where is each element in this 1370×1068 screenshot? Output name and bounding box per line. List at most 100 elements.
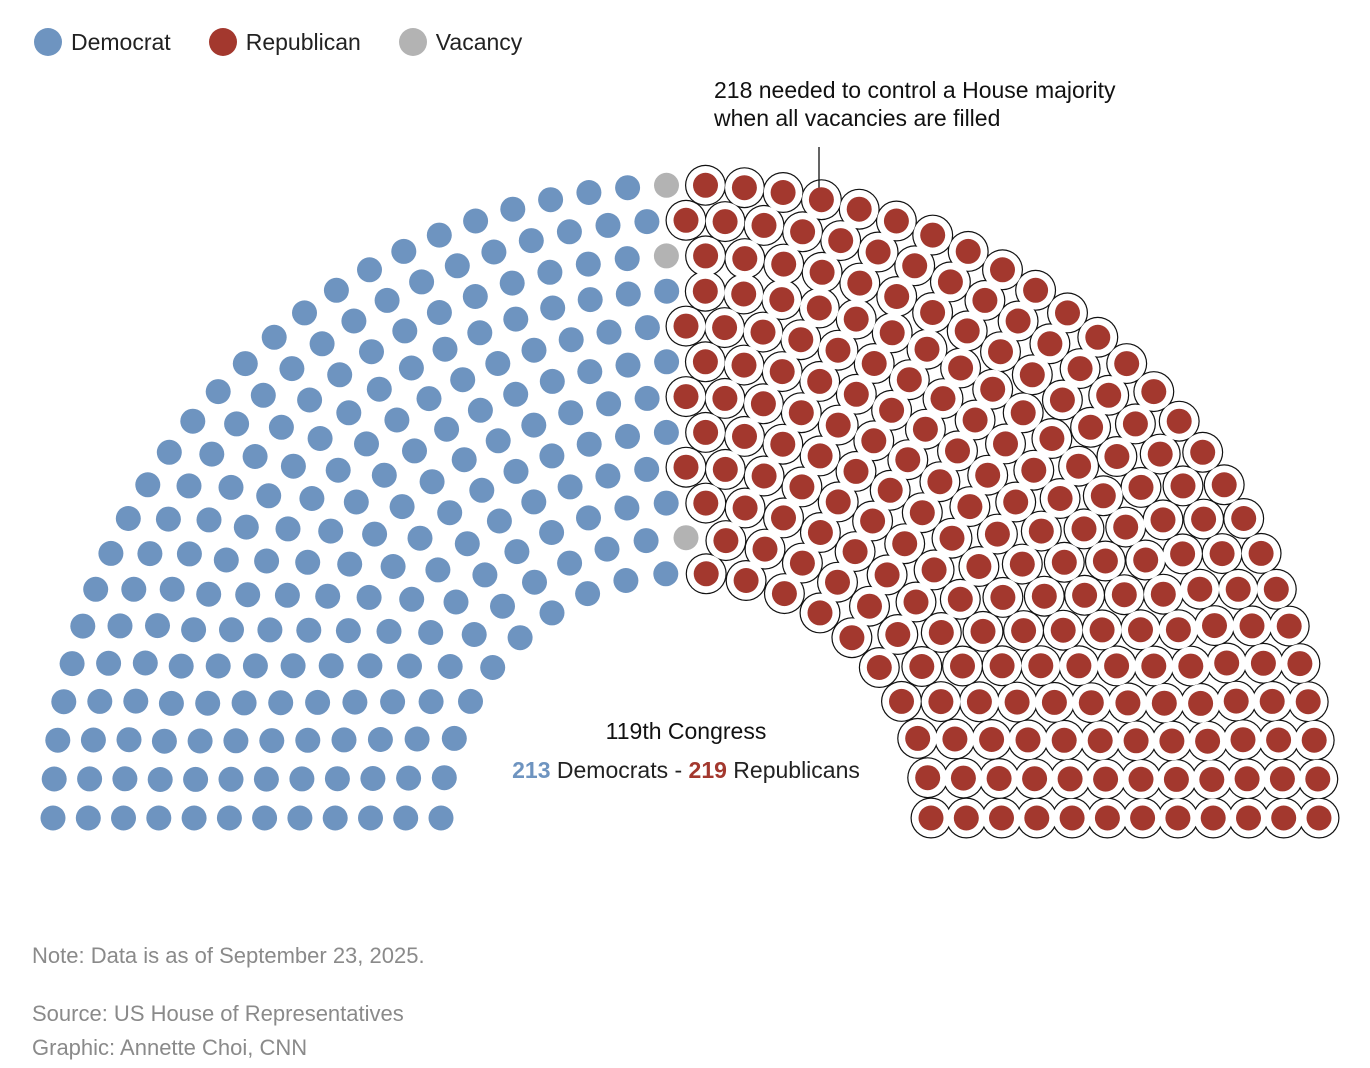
seat-democrat xyxy=(418,620,444,645)
seat-democrat xyxy=(467,320,493,346)
seat-republican xyxy=(1231,506,1257,531)
dem-count: 213 xyxy=(512,757,551,783)
seat-republican xyxy=(846,196,872,222)
legend-swatch-democrat xyxy=(34,28,62,56)
seat-republican xyxy=(954,318,980,344)
seat-democrat xyxy=(596,319,622,345)
seat-democrat xyxy=(342,689,368,715)
seat-republican xyxy=(771,505,796,531)
seat-democrat xyxy=(155,506,181,532)
seat-democrat xyxy=(224,411,250,437)
seat-republican xyxy=(807,443,833,469)
seat-republican xyxy=(807,600,833,626)
seat-democrat xyxy=(450,367,476,393)
seat-republican xyxy=(905,725,931,751)
seat-republican xyxy=(1072,582,1098,608)
seat-democrat xyxy=(614,246,640,272)
seat-democrat xyxy=(463,208,489,234)
seat-democrat xyxy=(615,175,641,201)
seat-republican xyxy=(980,376,1006,402)
seat-democrat xyxy=(425,557,451,583)
seat-republican xyxy=(825,412,851,438)
seat-republican xyxy=(1104,444,1130,469)
seat-republican xyxy=(1015,727,1041,753)
seat-democrat xyxy=(146,805,172,831)
seat-republican xyxy=(673,207,699,233)
seat-democrat xyxy=(331,727,357,753)
seat-totals: 213 Democrats - 219 Republicans xyxy=(436,757,936,784)
seat-democrat xyxy=(289,766,315,792)
seat-republican xyxy=(712,315,738,341)
seat-republican xyxy=(1223,688,1249,714)
seat-republican xyxy=(1047,486,1073,511)
seat-republican xyxy=(1066,453,1092,479)
seat-republican xyxy=(1059,805,1085,831)
seat-republican xyxy=(902,253,928,279)
seat-democrat xyxy=(59,651,85,677)
seat-democrat xyxy=(392,318,418,344)
seat-republican xyxy=(966,554,992,579)
seat-republican xyxy=(1028,518,1054,544)
seat-democrat xyxy=(305,689,331,715)
seat-republican xyxy=(692,349,718,375)
seat-republican xyxy=(1150,507,1176,533)
seat-republican xyxy=(861,351,887,376)
seat-republican xyxy=(909,500,935,526)
seat-republican xyxy=(809,259,835,285)
seat-democrat xyxy=(83,576,109,602)
majority-annotation: 218 needed to control a House majority w… xyxy=(714,76,1115,132)
seat-republican xyxy=(930,386,956,412)
seat-democrat xyxy=(274,582,300,608)
seat-republican xyxy=(1023,277,1049,303)
seat-republican xyxy=(986,766,1012,791)
seat-democrat xyxy=(595,463,621,489)
seat-democrat xyxy=(318,518,344,544)
seat-democrat xyxy=(521,489,547,515)
seat-democrat xyxy=(176,541,202,567)
seat-republican xyxy=(1022,766,1048,792)
seat-democrat xyxy=(80,727,106,753)
seat-democrat xyxy=(426,300,452,325)
seat-democrat xyxy=(360,766,386,791)
seat-democrat xyxy=(336,400,362,426)
seat-republican xyxy=(1165,617,1191,643)
seat-democrat xyxy=(318,653,344,679)
seat-democrat xyxy=(205,379,231,405)
seat-democrat xyxy=(196,581,222,607)
seat-republican xyxy=(771,581,797,607)
seat-democrat xyxy=(462,284,488,309)
seat-republican xyxy=(1037,331,1063,357)
seat-democrat xyxy=(472,562,498,588)
seat-republican xyxy=(751,463,777,489)
seat-democrat xyxy=(195,690,221,716)
seat-democrat xyxy=(176,473,202,499)
seat-democrat xyxy=(324,766,350,792)
seat-republican xyxy=(847,270,873,296)
seat-republican xyxy=(1104,653,1130,679)
seat-democrat xyxy=(358,805,383,831)
seat-republican xyxy=(1085,324,1111,350)
seat-democrat xyxy=(596,391,622,417)
seat-democrat xyxy=(40,805,66,831)
seat-democrat xyxy=(253,766,279,792)
seat-democrat xyxy=(654,278,680,304)
seat-republican xyxy=(1165,805,1191,831)
seat-democrat xyxy=(557,550,583,576)
seat-democrat xyxy=(156,439,182,465)
seat-democrat xyxy=(132,650,158,676)
seat-democrat xyxy=(205,653,231,679)
seat-republican xyxy=(975,462,1001,488)
seat-republican xyxy=(918,805,944,831)
seat-republican xyxy=(1089,617,1115,643)
seat-republican xyxy=(865,239,891,265)
seat-democrat xyxy=(357,257,382,283)
seat-democrat xyxy=(232,351,258,377)
seat-republican xyxy=(712,385,738,411)
seat-democrat xyxy=(261,324,287,350)
seat-republican xyxy=(1003,489,1029,515)
seat-democrat xyxy=(431,765,457,791)
seat-republican xyxy=(953,805,979,831)
seat-democrat xyxy=(116,727,142,753)
seat-democrat xyxy=(441,725,467,751)
seat-democrat xyxy=(499,270,525,296)
